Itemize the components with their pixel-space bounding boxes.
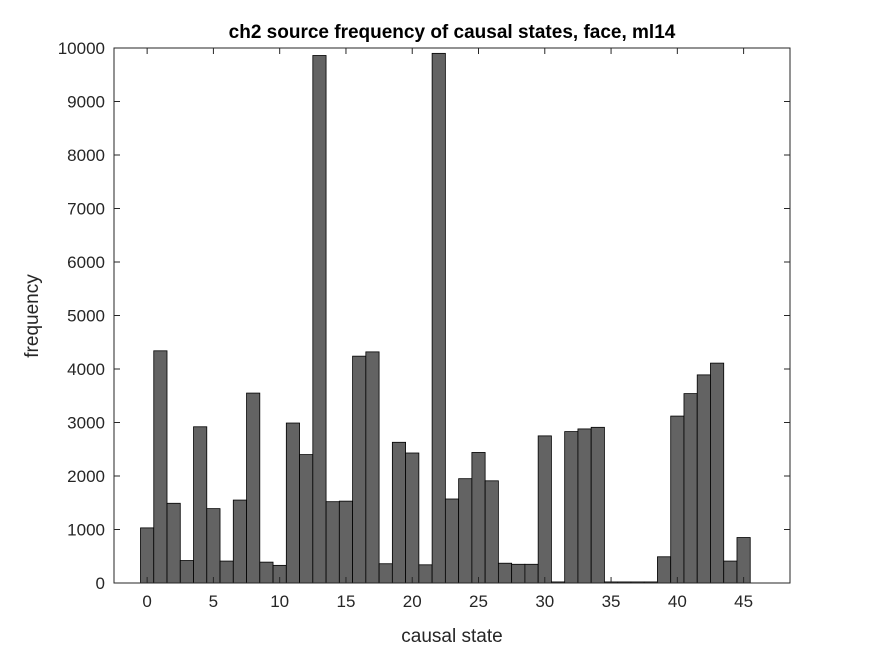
bar-state-15 (338, 500, 353, 584)
bar-state-30 (537, 435, 552, 584)
bar-state-6 (219, 560, 234, 584)
y-tick-label: 5000 (67, 307, 105, 326)
bar-state-34 (590, 426, 605, 584)
x-tick-label: 45 (734, 592, 753, 611)
y-tick-label: 1000 (67, 521, 105, 540)
x-axis-label: causal state (401, 626, 502, 647)
bar-state-23 (444, 498, 460, 584)
bar-state-45 (736, 537, 751, 584)
bar-state-0 (140, 527, 155, 584)
x-tick-label: 30 (535, 592, 554, 611)
bar-state-14 (325, 501, 340, 584)
bar-state-5 (206, 508, 221, 584)
bar-state-27 (497, 562, 513, 584)
bar-state-11 (285, 422, 300, 584)
bar-state-33 (577, 428, 592, 584)
bar-state-19 (391, 441, 407, 584)
bar-state-9 (259, 561, 274, 584)
bar-state-17 (365, 351, 380, 584)
bar-state-7 (232, 499, 247, 584)
x-axis-ticks: 0 5 10 15 20 25 30 35 40 45 (142, 48, 753, 611)
bar-state-12 (299, 454, 314, 584)
bar-state-26 (484, 480, 499, 584)
bar-state-44 (723, 560, 738, 584)
y-tick-label: 7000 (67, 200, 105, 219)
bar-state-16 (352, 355, 367, 584)
x-tick-label: 25 (469, 592, 488, 611)
x-tick-label: 35 (602, 592, 621, 611)
x-tick-label: 40 (668, 592, 687, 611)
bar-state-2 (166, 502, 181, 584)
y-tick-label: 6000 (67, 253, 105, 272)
bar-state-22 (431, 52, 446, 584)
bars-group (140, 52, 751, 584)
bar-state-1 (153, 350, 168, 584)
y-tick-label: 10000 (58, 39, 105, 58)
chart-title: ch2 source frequency of causal states, f… (229, 22, 676, 43)
bar-state-8 (246, 392, 261, 584)
y-axis-ticks: 0 1000 2000 3000 4000 5000 6000 7000 8000 9000 100… (58, 39, 790, 593)
bar-state-13 (312, 55, 327, 584)
y-tick-label: 3000 (67, 414, 105, 433)
bar-state-43 (710, 362, 725, 584)
bar-state-29 (524, 563, 539, 584)
x-tick-label: 5 (209, 592, 218, 611)
bar-state-18 (378, 563, 393, 584)
bar-state-42 (696, 374, 711, 584)
bar-state-3 (179, 560, 194, 584)
bar-state-32 (564, 431, 579, 584)
x-tick-label: 20 (403, 592, 422, 611)
y-axis-label: frequency (22, 274, 43, 358)
bar-state-28 (511, 563, 526, 584)
y-tick-label: 9000 (67, 93, 105, 112)
bar-state-39 (657, 556, 672, 584)
bar-state-25 (471, 452, 486, 584)
bar-state-21 (418, 564, 433, 584)
bar-state-40 (670, 415, 685, 584)
x-tick-label: 0 (142, 592, 151, 611)
y-tick-label: 8000 (67, 146, 105, 165)
bar-state-20 (405, 452, 420, 584)
y-tick-label: 2000 (67, 467, 105, 486)
y-tick-label: 0 (96, 574, 105, 593)
x-tick-label: 15 (336, 592, 355, 611)
bar-state-4 (193, 426, 208, 584)
x-tick-label: 10 (270, 592, 289, 611)
y-tick-label: 4000 (67, 360, 105, 379)
bar-state-24 (458, 478, 473, 584)
bar-state-41 (683, 393, 698, 584)
